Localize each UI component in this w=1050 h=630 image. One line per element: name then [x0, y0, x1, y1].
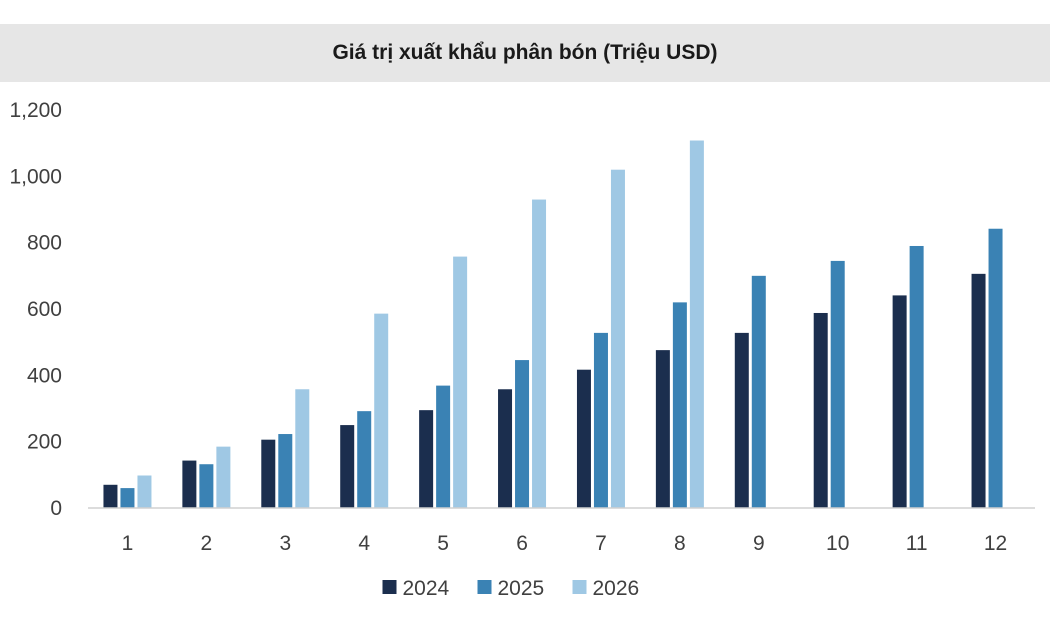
x-tick-label: 5 [437, 532, 449, 555]
bar-2026-6 [532, 199, 547, 509]
bar-2025-1 [120, 488, 135, 508]
bar-2024-5 [419, 410, 434, 508]
bar-2025-2 [199, 464, 214, 508]
bar-2026-2 [216, 446, 231, 508]
y-tick-label: 200 [27, 431, 62, 454]
bar-2025-9 [751, 275, 766, 508]
x-tick-label: 2 [201, 532, 213, 555]
bar-2024-11 [892, 295, 907, 508]
y-tick-label: 1,200 [9, 99, 62, 122]
bar-2025-6 [515, 360, 530, 508]
bar-2024-1 [103, 484, 118, 508]
bar-2024-3 [261, 439, 276, 508]
bar-2026-1 [137, 475, 152, 508]
bar-2025-12 [988, 228, 1003, 508]
x-tick-label: 10 [826, 532, 849, 555]
bar-2024-8 [655, 350, 670, 508]
bar-2024-4 [340, 425, 355, 508]
bar-2024-2 [182, 460, 197, 508]
bar-2024-9 [734, 332, 749, 508]
x-tick-label: 8 [674, 532, 686, 555]
bar-2024-6 [498, 389, 513, 508]
bar-2025-11 [909, 245, 924, 508]
x-tick-label: 3 [279, 532, 291, 555]
bar-2025-4 [357, 411, 372, 508]
y-tick-label: 600 [27, 298, 62, 321]
bar-2024-10 [813, 312, 828, 508]
bar-2025-3 [278, 434, 293, 508]
bar-2025-7 [593, 332, 608, 508]
x-tick-label: 4 [358, 532, 370, 555]
legend-swatch-2024 [382, 580, 397, 594]
y-tick-label: 800 [27, 232, 62, 255]
bar-2026-5 [453, 256, 468, 508]
legend-swatch-2026 [572, 580, 587, 594]
chart-title: Giá trị xuất khẩu phân bón (Triệu USD) [332, 41, 718, 64]
bar-2025-5 [436, 385, 451, 508]
legend-label-2026: 2026 [593, 577, 640, 600]
x-tick-label: 7 [595, 532, 607, 555]
bar-2026-7 [610, 169, 625, 508]
x-tick-label: 9 [753, 532, 765, 555]
bar-2024-12 [971, 273, 986, 508]
x-tick-label: 6 [516, 532, 528, 555]
chart-title-bar: Giá trị xuất khẩu phân bón (Triệu USD) [0, 24, 1050, 82]
legend-swatch-2025 [477, 580, 492, 594]
y-tick-label: 400 [27, 364, 62, 387]
legend-label-2025: 2025 [498, 577, 545, 600]
bar-2025-8 [672, 302, 687, 508]
x-tick-label: 1 [122, 532, 134, 555]
legend-label-2024: 2024 [403, 577, 450, 600]
bar-2025-10 [830, 260, 845, 508]
bar-2024-7 [576, 369, 591, 508]
x-tick-label: 11 [906, 532, 928, 555]
bar-2026-4 [374, 313, 389, 508]
bar-2026-3 [295, 389, 310, 508]
y-tick-label: 0 [50, 497, 62, 520]
bar-2026-8 [689, 140, 704, 508]
x-tick-label: 12 [984, 532, 1007, 555]
y-tick-label: 1,000 [9, 165, 62, 188]
